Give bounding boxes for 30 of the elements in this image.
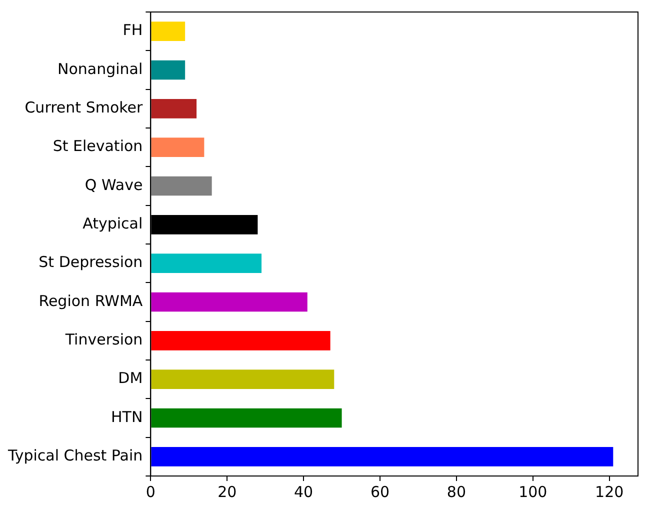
- y-tick-label: Current Smoker: [24, 98, 144, 117]
- y-tick-label: FH: [122, 21, 143, 40]
- bar: [151, 370, 334, 389]
- y-tick-label: Q Wave: [84, 176, 143, 194]
- bar: [151, 60, 186, 80]
- y-tick-label: Region RWMA: [38, 292, 144, 310]
- y-tick-label: DM: [118, 369, 143, 388]
- y-tick-label: St Depression: [38, 253, 143, 272]
- y-tick-label: Atypical: [82, 214, 143, 233]
- x-tick-label: 120: [595, 482, 624, 501]
- x-tick-label: 20: [218, 482, 237, 501]
- x-tick-label: 60: [370, 482, 390, 501]
- bar: [151, 138, 204, 157]
- x-tick-label: 80: [446, 482, 466, 501]
- x-tick-label: 100: [518, 482, 548, 501]
- x-tick-label: 40: [294, 482, 314, 501]
- bar: [151, 176, 212, 196]
- x-tick-label: 0: [146, 482, 156, 501]
- bar: [151, 292, 308, 312]
- y-tick-label: Tinversion: [64, 330, 143, 349]
- bar: [151, 447, 614, 466]
- y-tick-label: Nonanginal: [58, 60, 143, 78]
- y-tick-label: Typical Chest Pain: [6, 446, 143, 465]
- bar: [151, 254, 262, 273]
- bar: [151, 408, 342, 428]
- bar: [151, 22, 186, 41]
- bar: [151, 99, 197, 118]
- y-tick-label: HTN: [111, 408, 143, 426]
- y-tick-label: St Elevation: [52, 137, 143, 156]
- bar: [151, 331, 330, 350]
